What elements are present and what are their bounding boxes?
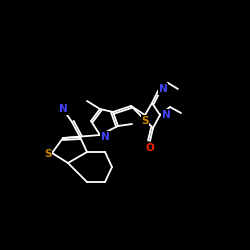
Text: N: N [159, 84, 168, 94]
Text: S: S [44, 149, 52, 159]
Text: N: N [162, 110, 170, 120]
Text: O: O [146, 143, 154, 153]
Text: S: S [141, 116, 149, 126]
Text: N: N [100, 132, 110, 142]
Text: N: N [58, 104, 68, 114]
